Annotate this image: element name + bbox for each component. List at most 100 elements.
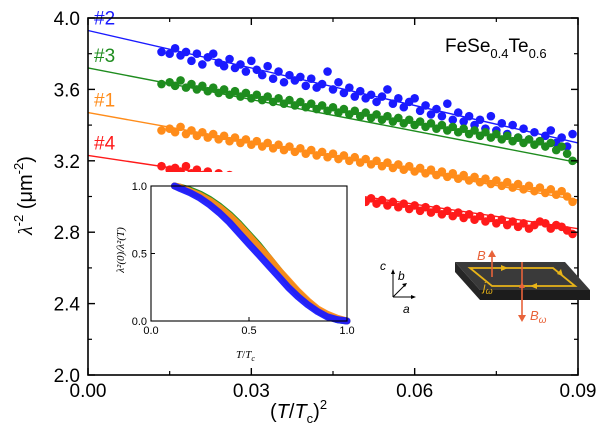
data-point	[383, 158, 392, 167]
data-point	[535, 136, 545, 146]
field-B-label: B	[477, 248, 486, 263]
data-point	[443, 206, 452, 216]
y-title-unit: (μm	[15, 174, 37, 214]
data-point	[372, 110, 381, 119]
data-point	[426, 119, 436, 128]
data-point	[459, 117, 468, 126]
data-point	[230, 133, 240, 142]
axis-b-label: b	[398, 269, 405, 283]
data-point	[470, 172, 479, 182]
compound-sub2: 0.6	[529, 46, 547, 61]
data-point	[492, 176, 501, 185]
data-point	[263, 61, 272, 71]
data-point	[377, 92, 387, 101]
data-point	[208, 49, 218, 58]
data-point	[470, 126, 479, 135]
data-point	[399, 102, 409, 112]
x-tick-label: 0.09	[560, 381, 597, 402]
data-point	[350, 106, 360, 116]
data-point	[296, 97, 305, 107]
data-point	[513, 133, 523, 142]
data-point	[274, 94, 283, 103]
data-point	[486, 213, 496, 223]
data-point	[157, 161, 166, 171]
data-point	[383, 111, 392, 121]
data-point	[388, 197, 398, 207]
data-point	[437, 167, 447, 176]
data-point	[502, 131, 512, 141]
field-Bw: B	[530, 308, 539, 323]
sample-diagram: c b a B jω Bω	[380, 248, 590, 326]
inset-y-tick-label: 0.5	[132, 249, 147, 261]
data-point	[530, 127, 539, 137]
data-point	[355, 86, 365, 96]
series-label-3: #4	[94, 133, 116, 154]
data-point	[285, 95, 294, 105]
data-point	[448, 122, 458, 132]
data-point	[366, 193, 376, 203]
data-point	[541, 218, 550, 228]
data-point	[399, 199, 409, 208]
x-title-Tc: T	[294, 401, 308, 423]
data-point	[208, 83, 218, 92]
data-point	[497, 119, 507, 128]
data-point	[562, 149, 572, 158]
data-point	[388, 99, 398, 108]
axis-b-arrowhead	[402, 283, 407, 287]
x-tick-label: 0.00	[70, 381, 107, 402]
current-arrow-1	[501, 265, 508, 271]
data-point	[475, 115, 485, 125]
data-point	[187, 79, 196, 89]
data-point	[301, 81, 311, 91]
data-point	[453, 208, 463, 217]
data-point	[328, 85, 338, 94]
sample-front-face	[480, 290, 590, 300]
inset-plot: 0.0 0.5 1.0 0.0 0.5 1.0	[113, 172, 365, 361]
y-title-lambda: λ	[15, 226, 37, 236]
data-point	[317, 101, 327, 110]
data-point	[187, 126, 196, 135]
inset-y-tick-label: 0.0	[132, 316, 147, 328]
inset-x-tick-label: 0.0	[143, 325, 158, 337]
data-point	[524, 135, 534, 144]
data-point	[192, 49, 202, 58]
axis-b-line	[392, 284, 406, 298]
y-tick-label: 2.0	[54, 366, 80, 387]
data-point	[361, 108, 370, 117]
data-point	[323, 67, 332, 76]
y-tick-label: 2.8	[54, 223, 80, 244]
data-point	[557, 133, 566, 142]
data-point	[459, 170, 468, 180]
axis-c-label: c	[380, 259, 386, 273]
data-point	[383, 85, 392, 94]
data-point	[404, 115, 414, 125]
data-point	[247, 56, 256, 66]
data-point	[426, 110, 436, 119]
data-point	[394, 160, 403, 169]
data-point	[219, 61, 229, 71]
data-point	[372, 97, 381, 107]
data-point	[415, 163, 425, 173]
data-point	[404, 161, 414, 171]
data-point	[453, 108, 463, 117]
data-point	[426, 165, 436, 175]
data-point	[497, 215, 507, 225]
y-tick-label: 3.2	[54, 152, 80, 173]
data-point	[437, 120, 447, 130]
data-point	[415, 106, 425, 116]
x-tick-label: 0.03	[233, 381, 270, 402]
data-point	[568, 229, 577, 239]
data-point	[296, 72, 305, 82]
inset-x-tick-label: 0.5	[241, 325, 256, 337]
x-title-exp: 2	[320, 397, 327, 412]
data-point	[535, 183, 545, 192]
data-point	[274, 67, 283, 76]
axis-c-arrowhead	[391, 269, 395, 274]
data-point	[459, 124, 468, 133]
data-point	[334, 77, 343, 87]
data-point	[421, 101, 430, 110]
data-point	[157, 126, 166, 135]
data-point	[306, 145, 316, 155]
data-point	[562, 192, 572, 201]
data-point	[198, 127, 207, 137]
